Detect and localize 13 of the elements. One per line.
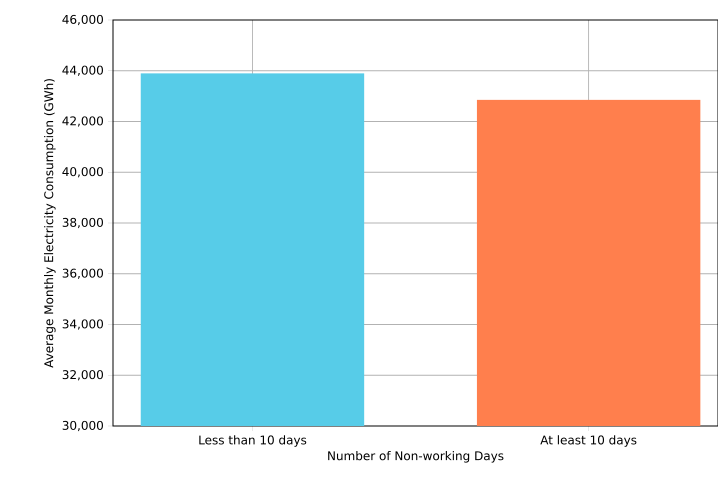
y-tick-label: 32,000	[62, 370, 103, 380]
y-tick-label: 40,000	[62, 167, 103, 178]
x-tick-label: Less than 10 days	[199, 435, 306, 447]
x-tick-label: At least 10 days	[540, 435, 636, 447]
x-axis-title: Number of Non-working Days	[328, 451, 504, 463]
y-tick-label: 46,000	[62, 14, 103, 26]
y-tick-label: 36,000	[62, 268, 103, 279]
y-tick-label: 34,000	[62, 319, 103, 330]
y-tick-label: 30,000	[62, 420, 103, 432]
y-axis-title: Average Monthly Electricity Consumption (GWh)	[44, 79, 56, 368]
y-tick-label: 42,000	[62, 116, 103, 127]
y-tick-label: 38,000	[62, 218, 103, 228]
y-tick-label: 44,000	[62, 66, 103, 76]
